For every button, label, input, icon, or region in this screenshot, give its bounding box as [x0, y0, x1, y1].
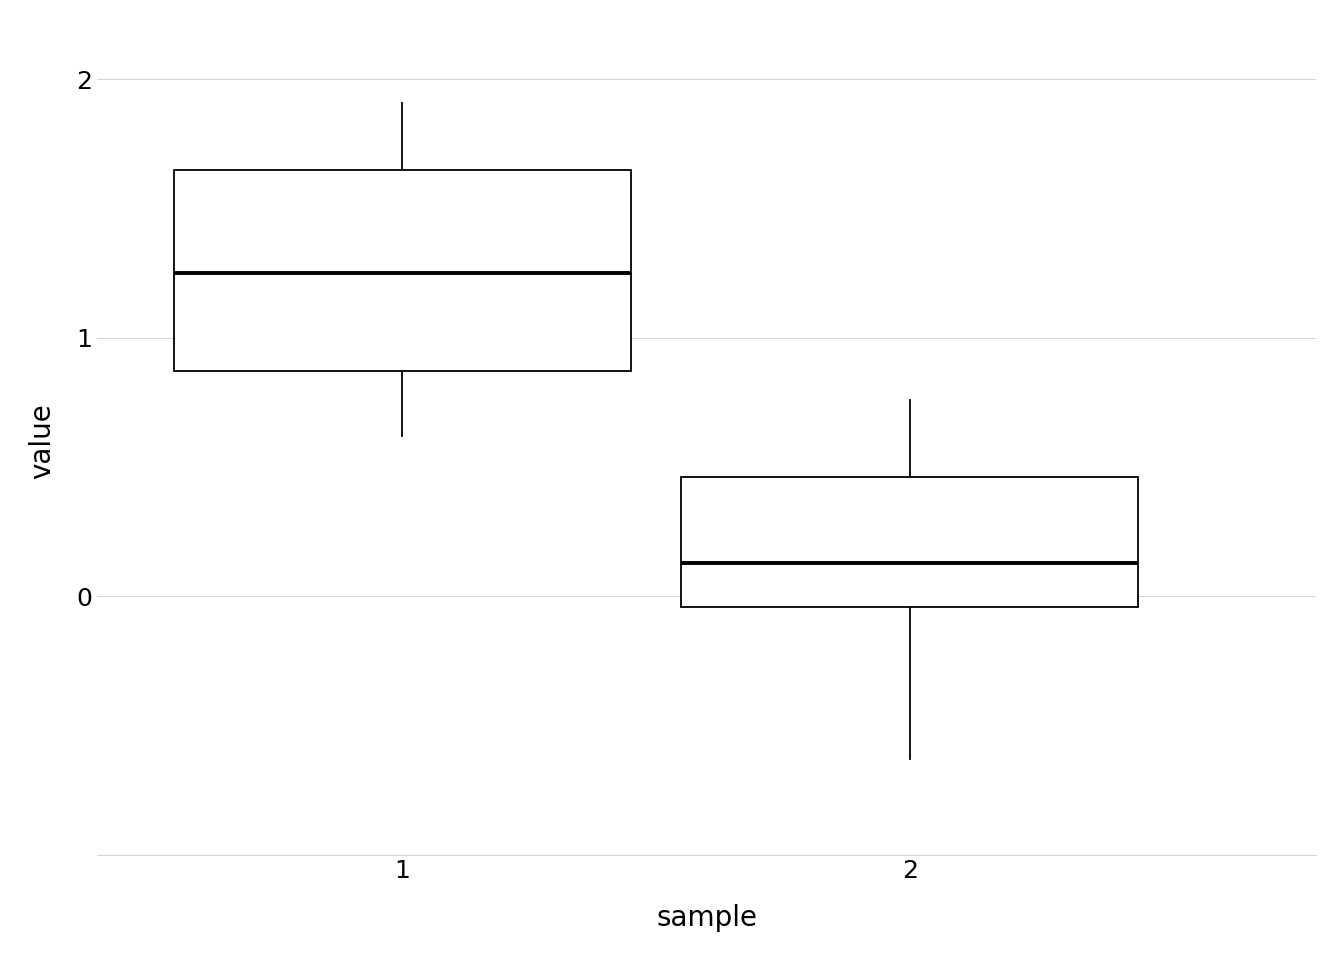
Y-axis label: value: value: [28, 403, 56, 479]
X-axis label: sample: sample: [656, 904, 758, 932]
Bar: [173, 170, 630, 372]
Bar: [681, 477, 1138, 607]
